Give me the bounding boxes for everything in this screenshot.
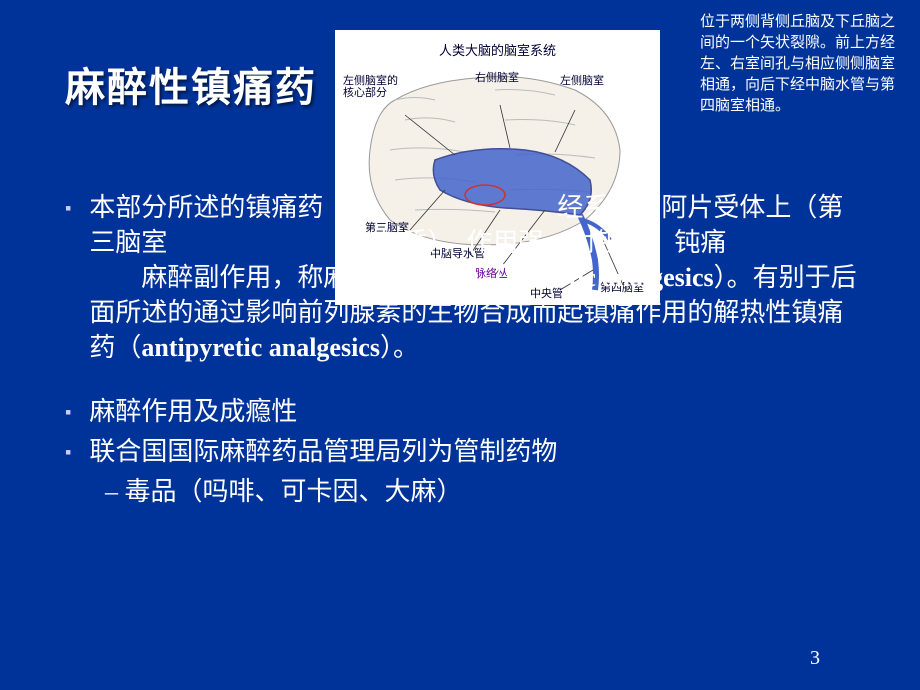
text-1f: ）。	[380, 333, 419, 362]
main-content: ▪ 本部分所述的镇痛药占占占占占占占占占经系统的阿片受体上（第三脑室占占占占占占…	[65, 190, 865, 510]
text-1d: 麻醉副作用，称麻醉性镇痛药（	[141, 263, 505, 292]
roman-2: antipyretic analgesics	[141, 333, 380, 362]
label-left-core: 左侧脑室的核心部分	[343, 75, 403, 99]
sidebar-note: 位于两侧背侧丘脑及下丘脑之间的一个矢状裂隙。前上方经左、右室间孔与相应侧侧脑室相…	[700, 12, 895, 117]
text-1c: 灰质），作用强，对锐痛、钝痛	[375, 228, 726, 257]
text-1a: 本部分所述的镇痛药	[89, 193, 323, 222]
label-left-ventricle: 左侧脑室	[560, 75, 604, 87]
label-right-ventricle: 右侧脑室	[475, 72, 519, 84]
paragraph-1: 本部分所述的镇痛药占占占占占占占占占经系统的阿片受体上（第三脑室占占占占占占占占…	[89, 190, 865, 365]
bullet-marker: ▪	[65, 394, 71, 430]
paragraph-3: 联合国国际麻醉药品管理局列为管制药物	[89, 434, 865, 470]
paragraph-2: 麻醉作用及成瘾性	[89, 394, 865, 430]
slide-title: 麻醉性镇痛药	[65, 55, 317, 113]
bullet-2: ▪ 麻醉作用及成瘾性	[65, 394, 865, 430]
bullet-marker: ▪	[65, 434, 71, 470]
sub-bullet: – 毒品（吗啡、可卡因、大麻）	[105, 474, 865, 509]
bullet-3: ▪ 联合国国际麻醉药品管理局列为管制药物	[65, 434, 865, 470]
bullet-marker: ▪	[65, 190, 71, 365]
bullet-1: ▪ 本部分所述的镇痛药占占占占占占占占占经系统的阿片受体上（第三脑室占占占占占占…	[65, 190, 865, 365]
page-number: 3	[810, 647, 820, 670]
roman-1: narcotic analgesics	[505, 263, 713, 292]
brain-title: 人类大脑的脑室系统	[335, 40, 660, 59]
